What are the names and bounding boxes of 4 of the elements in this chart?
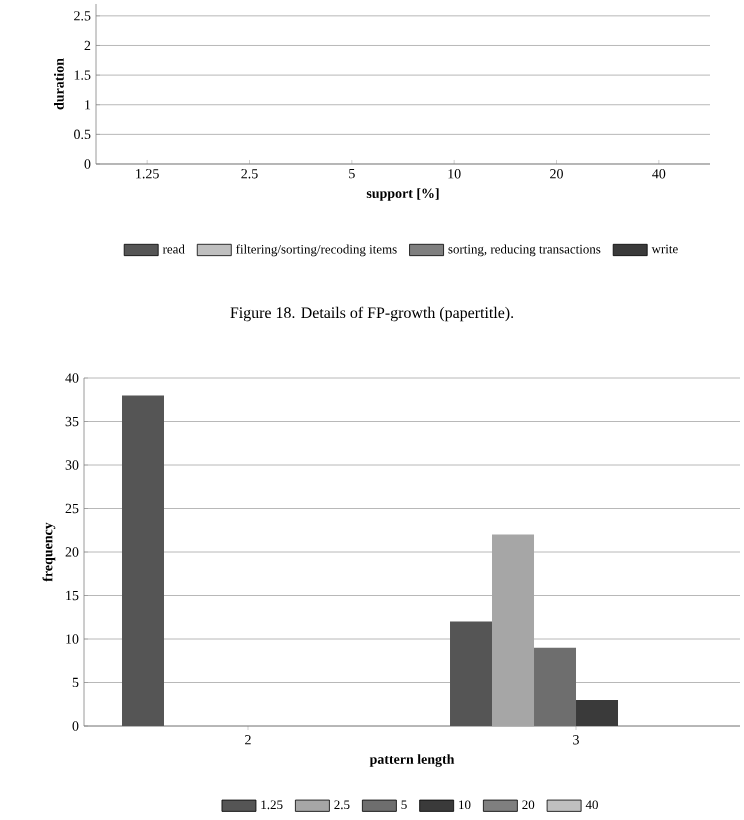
bar xyxy=(576,699,619,726)
bar xyxy=(450,621,493,726)
bar xyxy=(122,395,164,726)
bar xyxy=(534,647,577,726)
